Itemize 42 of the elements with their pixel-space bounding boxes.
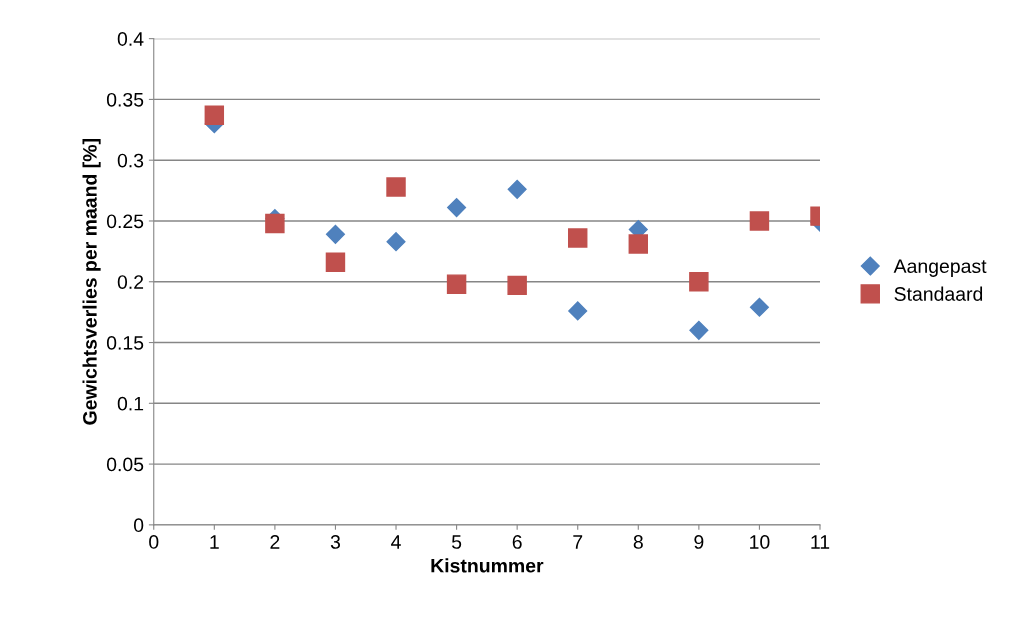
y-tick-label: 0.3 <box>117 153 144 168</box>
x-tick-label: 7 <box>573 535 583 549</box>
y-tick-label: 0.25 <box>106 214 144 229</box>
y-tick-label: 0.2 <box>117 275 144 289</box>
point <box>386 232 406 252</box>
point <box>507 179 527 199</box>
x-tick-label: 6 <box>512 535 522 549</box>
point <box>507 275 527 296</box>
y-tick-label: 0.35 <box>106 92 144 107</box>
y-axis-title: Gewichtsverlies per maand [%] <box>82 139 101 425</box>
point <box>689 272 709 292</box>
legend-label: Standaard <box>894 286 983 301</box>
x-tick-label: 0 <box>149 535 159 549</box>
point <box>568 301 588 321</box>
x-tick-label: 8 <box>633 535 643 549</box>
point <box>749 297 769 317</box>
y-tick-label: 0.05 <box>106 457 144 472</box>
point <box>568 228 588 248</box>
x-tick-label: 2 <box>270 535 280 549</box>
point <box>628 234 649 254</box>
x-tick-label: 9 <box>694 535 704 549</box>
point <box>204 105 225 125</box>
point <box>447 198 467 218</box>
x-tick-label: 11 <box>811 535 830 549</box>
point <box>325 252 346 273</box>
y-tick-label: 0.4 <box>117 32 144 46</box>
point <box>265 213 285 234</box>
point <box>689 320 709 340</box>
x-tick-label: 3 <box>330 535 341 549</box>
y-tick-label: 0.1 <box>117 396 144 411</box>
y-tick-label: 0 <box>133 518 144 533</box>
x-tick-label: 10 <box>750 535 770 549</box>
point <box>386 177 406 197</box>
legend-label: Aangepast <box>893 259 987 277</box>
x-tick-label: 4 <box>391 535 401 549</box>
x-tick-label: 5 <box>451 535 462 549</box>
x-axis-title: Kistnummer <box>431 558 544 573</box>
point <box>325 224 345 244</box>
y-tick-label: 0.15 <box>106 336 144 350</box>
point <box>446 274 467 294</box>
point <box>749 211 770 231</box>
x-tick-label: 1 <box>210 535 219 549</box>
